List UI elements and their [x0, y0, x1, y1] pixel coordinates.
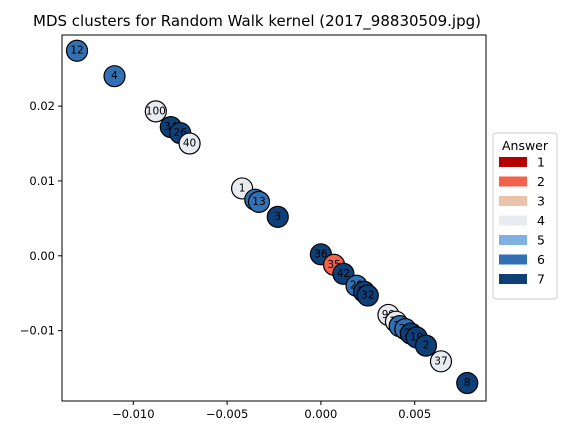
- point-label: 32: [361, 289, 374, 301]
- point-marker: [247, 190, 271, 214]
- point-label: 12: [70, 45, 83, 57]
- point-marker: [414, 334, 438, 357]
- legend-swatch: [499, 157, 527, 167]
- legend-swatch: [499, 196, 527, 206]
- legend-swatch: [499, 254, 527, 265]
- y-tick-label: 0.00: [29, 249, 55, 263]
- point-marker: [65, 39, 89, 62]
- x-tick-label: 0.005: [398, 407, 431, 421]
- point-marker: [266, 205, 289, 228]
- scatter-point: 13: [247, 190, 271, 214]
- x-tick-label: −0.005: [206, 407, 249, 421]
- legend-label: 4: [537, 213, 545, 228]
- legend-label: 7: [537, 272, 545, 287]
- point-marker: [356, 284, 379, 307]
- scatter-point: 37: [429, 350, 453, 373]
- legend-label: 3: [537, 194, 545, 209]
- scatter-point: 3: [266, 205, 289, 228]
- scatter-point: 12: [65, 39, 89, 62]
- point-marker: [456, 371, 479, 395]
- point-label: 42: [337, 268, 350, 280]
- point-label: 36: [314, 248, 328, 260]
- point-label: 100: [146, 105, 166, 117]
- point-label: 40: [183, 138, 196, 150]
- legend-label: 2: [537, 174, 545, 189]
- x-axis: −0.010 −0.005 0.000 0.005: [112, 401, 431, 421]
- point-marker: [178, 132, 201, 155]
- y-tick-label: 0.02: [29, 99, 55, 113]
- scatter-point: 4: [103, 65, 126, 88]
- chart-title: MDS clusters for Random Walk kernel (201…: [33, 12, 481, 31]
- legend-label: 1: [537, 155, 545, 170]
- y-tick-label: 0.01: [29, 174, 55, 188]
- scatter-points: 1241003426401913336354229303299141828221…: [65, 39, 479, 395]
- legend-swatch: [499, 274, 527, 284]
- point-label: 37: [434, 355, 447, 367]
- legend-title: Answer: [502, 138, 549, 153]
- point-label: 4: [111, 70, 118, 82]
- y-tick-label: −0.01: [20, 324, 55, 338]
- point-label: 2: [423, 340, 430, 352]
- x-tick-label: −0.010: [112, 407, 155, 421]
- scatter-point: 32: [356, 284, 379, 307]
- scatter-point: 8: [456, 371, 479, 395]
- y-axis: −0.01 0.00 0.01 0.02: [20, 99, 62, 338]
- point-label: 3: [274, 211, 281, 223]
- legend-swatch: [499, 176, 527, 187]
- scatter-point: 40: [178, 132, 201, 155]
- legend: Answer 1 2 3 4 5 6 7: [492, 132, 558, 300]
- legend-label: 6: [537, 252, 545, 267]
- point-marker: [144, 100, 167, 123]
- point-marker: [429, 350, 453, 373]
- legend-swatch: [499, 235, 527, 245]
- scatter-point: 2: [414, 334, 438, 357]
- point-label: 13: [252, 196, 265, 208]
- legend-items: 1 2 3 4 5 6 7: [499, 155, 545, 287]
- scatter-point: 100: [144, 100, 167, 123]
- point-label: 1: [239, 182, 246, 194]
- x-tick-label: 0.000: [304, 407, 337, 421]
- point-label: 8: [464, 377, 471, 389]
- point-marker: [103, 65, 126, 88]
- legend-label: 5: [537, 233, 545, 248]
- legend-swatch: [499, 215, 527, 226]
